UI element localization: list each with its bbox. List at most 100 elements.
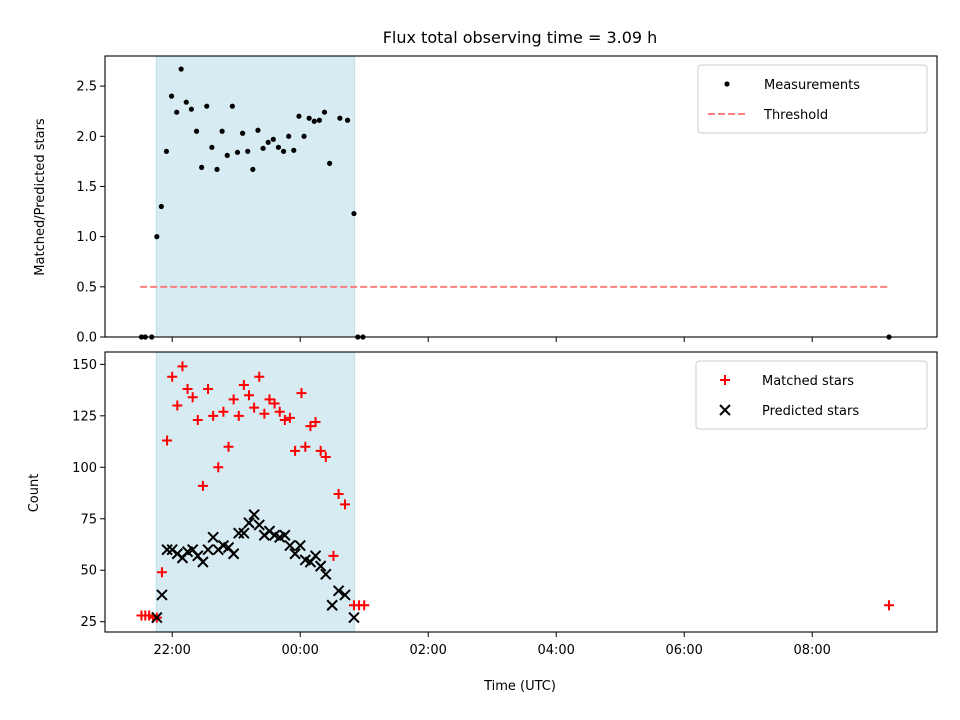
x-tick-label: 04:00: [537, 643, 574, 658]
matched-stars-point: [218, 406, 229, 417]
y-tick-label: 0.0: [76, 331, 97, 346]
predicted-stars-point: [294, 539, 306, 552]
y-tick-label: 75: [80, 512, 97, 527]
matched-stars-point: [269, 398, 280, 409]
shaded-observing-span: [155, 351, 356, 633]
predicted-stars-point: [151, 611, 163, 624]
matched-stars-point: [249, 402, 260, 413]
measurement-point: [327, 160, 333, 166]
measurement-point: [240, 130, 246, 136]
x-tick-label: 02:00: [409, 643, 446, 658]
x-tick-label: 00:00: [281, 643, 318, 658]
measurement-point: [316, 117, 322, 123]
predicted-stars-point: [339, 589, 351, 601]
matched-stars-point: [208, 410, 219, 421]
matched-stars-point: [315, 445, 326, 456]
shaded-observing-span: [155, 55, 356, 338]
y-tick-label: 125: [72, 409, 97, 424]
bottom-panel-y-axis-label: Count: [27, 474, 42, 513]
axes-frame: [104, 55, 938, 338]
measurement-point: [270, 136, 276, 142]
top-panel-ratio: 0.0 0.5 1.0 1.5 2.0 2.5 Measurements Threshold: [76, 55, 938, 346]
measurement-point: [158, 203, 164, 210]
y-tick-label: 0.5: [76, 280, 97, 295]
measurement-point: [306, 115, 312, 121]
x-tick-label: 22:00: [153, 643, 190, 658]
legend-dot-marker: [724, 81, 730, 87]
predicted-stars-point: [284, 539, 296, 552]
predicted-stars-point: [314, 560, 327, 572]
matched-stars-point: [359, 600, 370, 611]
measurement-point: [224, 152, 230, 158]
legend-box: [697, 64, 928, 134]
measurement-point: [178, 66, 184, 72]
measurement-point: [154, 234, 160, 240]
y-tick-label: 100: [72, 461, 97, 476]
matched-stars-point: [197, 480, 208, 491]
matched-stars-point: [182, 384, 193, 395]
predicted-stars-point: [309, 550, 322, 562]
y-tick-label: 1.0: [76, 230, 97, 245]
measurement-point: [286, 133, 292, 139]
matched-stars-point: [310, 417, 321, 427]
chart-title: Flux total observing time = 3.09 h: [383, 28, 658, 47]
measurement-point: [321, 109, 328, 115]
matched-stars-point: [328, 550, 339, 561]
predicted-stars-point: [207, 531, 219, 544]
measurement-point: [275, 144, 282, 150]
predicted-stars-point: [253, 519, 265, 531]
bottom-panel-counts: 25 50 75 100 125 150 22:00 00:00 02:00 04:00 06:00…: [72, 351, 938, 658]
legend: Matched stars Predicted stars: [695, 360, 928, 430]
legend-label: Measurements: [764, 78, 860, 93]
legend-label: Matched stars: [762, 374, 854, 389]
matched-stars-point: [274, 406, 285, 417]
x-tick-label: 06:00: [665, 643, 702, 658]
measurement-point: [214, 166, 220, 173]
predicted-stars-point: [332, 585, 345, 597]
predicted-stars-point: [233, 527, 245, 539]
measurement-point: [311, 118, 317, 124]
measurement-point: [183, 99, 189, 105]
y-tick-label: 2.5: [76, 80, 97, 95]
y-tick-label: 1.5: [76, 180, 97, 195]
legend-box: [695, 360, 928, 430]
measurement-point: [265, 139, 271, 145]
measurement-point: [337, 115, 343, 121]
matched-stars-point: [340, 499, 350, 510]
matched-stars-point: [187, 392, 198, 403]
predicted-stars-point: [243, 517, 255, 529]
measurement-point: [250, 166, 256, 173]
matched-stars-point: [244, 390, 254, 401]
legend-label: Threshold: [763, 108, 828, 123]
x-tick-label: 08:00: [793, 643, 830, 658]
matched-stars-point: [177, 361, 188, 372]
measurement-point: [168, 93, 175, 99]
matched-stars-point: [228, 394, 239, 405]
matched-stars-point: [172, 400, 183, 411]
matched-stars-point: [259, 408, 270, 419]
matched-stars-point: [320, 452, 331, 462]
matched-stars-point: [192, 414, 203, 425]
measurement-point: [245, 148, 251, 154]
legend-x-marker: [719, 404, 731, 416]
measurement-point: [351, 210, 357, 217]
matched-stars-point: [284, 412, 295, 423]
series-predicted-stars: [151, 508, 360, 624]
predicted-stars-point: [279, 529, 291, 541]
series-measurements: [138, 66, 892, 340]
predicted-stars-point: [156, 589, 168, 601]
predicted-stars-point: [289, 548, 301, 560]
matched-stars-point: [305, 421, 316, 432]
measurement-point: [193, 128, 200, 134]
legend: Measurements Threshold: [697, 64, 928, 134]
measurement-point: [344, 117, 351, 123]
measurement-point: [280, 148, 287, 154]
measurement-point: [229, 103, 235, 109]
matched-stars-point: [290, 445, 301, 456]
series-matched-stars: [136, 361, 894, 623]
matched-stars-point: [233, 410, 244, 421]
measurement-point: [255, 127, 261, 133]
measurement-point: [163, 148, 170, 154]
y-tick-label: 25: [80, 615, 97, 630]
matched-stars-point: [884, 600, 894, 611]
